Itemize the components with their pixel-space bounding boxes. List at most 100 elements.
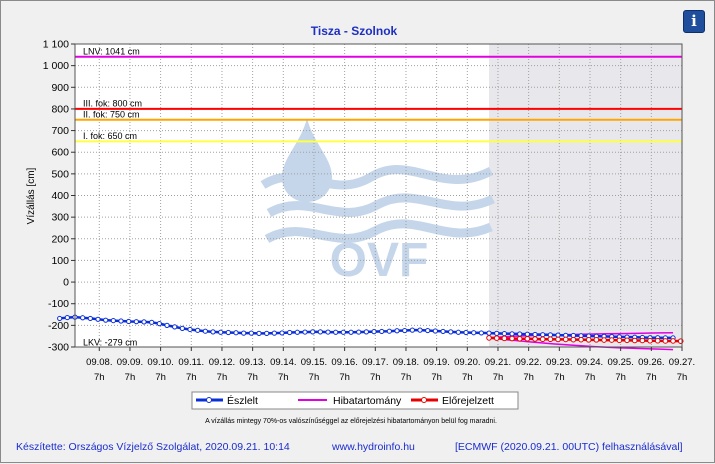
observed-point	[310, 329, 316, 335]
legend: Észlelt Hibatartomány Előrejelzett	[191, 391, 519, 410]
observed-point	[218, 329, 224, 335]
observed-point	[478, 330, 484, 336]
x-tick-date: 09.09.	[117, 357, 143, 368]
observed-point	[264, 330, 270, 336]
x-tick-hour: 7h	[615, 372, 626, 383]
observed-point	[356, 329, 362, 335]
observed-point	[287, 329, 293, 336]
y-tick-label: 900	[51, 82, 69, 94]
observed-point	[440, 328, 446, 335]
x-tick-hour: 7h	[125, 372, 136, 383]
x-tick-date: 09.17.	[362, 357, 388, 368]
x-tick-date: 09.25.	[607, 357, 633, 368]
observed-point	[87, 315, 93, 322]
reference-line-label: LNV: 1041 cm	[83, 46, 140, 56]
forecast-point	[562, 336, 569, 343]
forecast-point	[555, 336, 561, 343]
observed-point	[164, 322, 170, 328]
observed-point	[187, 326, 193, 333]
observed-point	[210, 329, 216, 335]
observed-point	[133, 319, 139, 325]
y-tick-label: 300	[51, 212, 69, 224]
y-tick-label: 200	[51, 233, 69, 245]
observed-point	[317, 329, 323, 335]
x-tick-hour: 7h	[278, 372, 289, 383]
observed-point	[348, 329, 354, 335]
observed-point	[524, 331, 530, 337]
x-tick-hour: 7h	[493, 372, 504, 383]
forecast-point	[570, 336, 577, 343]
legend-band-label: Hibatartomány	[333, 395, 402, 407]
x-tick-date: 09.18.	[393, 357, 419, 368]
x-tick-date: 09.10.	[147, 357, 173, 368]
x-tick-hour: 7h	[247, 372, 258, 383]
forecast-point	[547, 336, 554, 343]
observed-point	[363, 329, 369, 335]
x-tick-date: 09.15.	[301, 357, 327, 368]
footer-website-link[interactable]: www.hydroinfo.hu	[332, 441, 415, 453]
observed-point	[149, 319, 155, 325]
forecast-point	[662, 338, 669, 344]
footer-source: [ECMWF (2020.09.21. 00UTC) felhasználásá…	[455, 441, 683, 453]
observed-point	[179, 325, 185, 331]
legend-observed-marker	[206, 397, 212, 403]
observed-point	[409, 327, 415, 333]
y-tick-label: 500	[51, 168, 69, 180]
observed-point	[57, 315, 63, 322]
observed-point	[80, 315, 86, 321]
x-tick-date: 09.14.	[270, 357, 296, 368]
series-layer	[57, 314, 684, 351]
observed-point	[141, 319, 147, 325]
x-tick-hour: 7h	[677, 372, 688, 383]
observed-point	[486, 330, 492, 336]
observed-point	[463, 329, 469, 336]
legend-box	[191, 391, 519, 410]
y-tick-label: -100	[48, 298, 69, 310]
observed-point	[103, 317, 109, 323]
y-tick-label: -300	[48, 342, 69, 354]
x-tick-hour: 7h	[370, 372, 381, 383]
y-tick-label: 0	[63, 277, 69, 289]
watermark-wave-1	[260, 165, 494, 190]
y-tick-label: 800	[51, 103, 69, 115]
forecast-point	[639, 337, 646, 344]
observed-point	[195, 327, 201, 333]
observed-point	[517, 331, 523, 337]
x-tick-hour: 7h	[646, 372, 657, 383]
x-tick-date: 09.12.	[209, 357, 235, 368]
forecast-point	[501, 335, 508, 342]
observed-point	[555, 332, 561, 338]
x-tick-hour: 7h	[217, 372, 228, 383]
forecast-point	[585, 337, 592, 343]
footer-credit: Készítette: Országos Vízjelző Szolgálat,…	[16, 441, 290, 453]
observed-point	[156, 321, 162, 327]
forecast-point	[631, 337, 638, 344]
info-button[interactable]: i	[683, 10, 705, 33]
x-tick-hour: 7h	[309, 372, 320, 383]
observed-point	[386, 328, 392, 334]
forecast-point	[532, 336, 538, 342]
observed-point	[333, 329, 339, 335]
observed-point	[501, 330, 507, 337]
x-tick-date: 09.26.	[638, 357, 664, 368]
observed-point	[540, 332, 546, 338]
observed-point	[241, 330, 247, 336]
y-tick-label: 100	[51, 255, 69, 267]
forecast-point	[608, 337, 615, 343]
observed-point	[394, 328, 400, 334]
observed-point	[248, 330, 254, 336]
observed-point	[509, 331, 515, 337]
legend-forecast-marker	[421, 397, 427, 403]
forecast-point	[616, 337, 623, 344]
x-tick-hour: 7h	[523, 372, 534, 383]
y-tick-label: -200	[48, 320, 69, 332]
x-tick-hour: 7h	[462, 372, 473, 383]
reference-line-label: I. fok: 650 cm	[83, 131, 137, 141]
forecast-point	[670, 338, 676, 344]
legend-forecast-label: Előrejelzett	[442, 395, 494, 407]
observed-point	[225, 329, 231, 336]
y-tick-label: 700	[51, 125, 69, 137]
observed-point	[547, 332, 553, 338]
